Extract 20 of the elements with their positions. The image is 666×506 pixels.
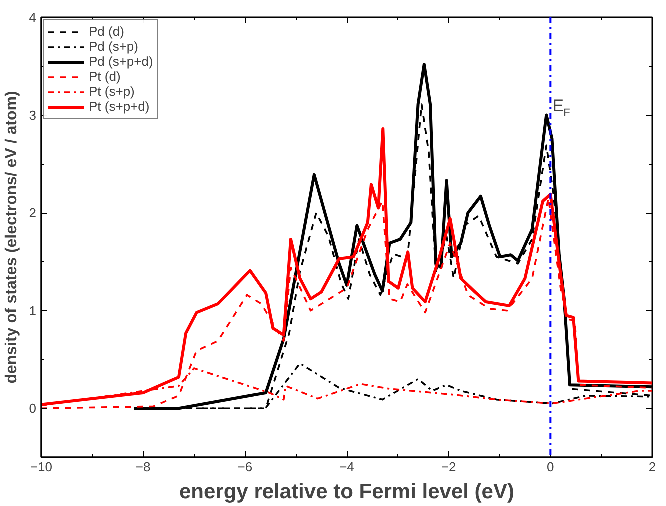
y-tick-label: 4 — [29, 10, 37, 25]
y-tick-label: 0 — [29, 401, 37, 416]
x-tick-label: −8 — [136, 460, 151, 474]
legend-label: Pd (s+p+d) — [89, 54, 154, 69]
y-axis-title: density of states (electrons/ eV / atom) — [3, 91, 20, 384]
legend-label: Pd (d) — [89, 24, 124, 39]
y-tick-label: 3 — [29, 108, 37, 123]
y-tick-label: 1 — [29, 303, 37, 318]
x-tick-label: 0 — [547, 460, 554, 474]
x-tick-label: −10 — [30, 460, 53, 474]
x-axis-title: energy relative to Fermi level (eV) — [180, 480, 514, 504]
legend-label: Pd (s+p) — [89, 39, 138, 54]
legend-label: Pt (d) — [89, 69, 121, 84]
x-tick-label: −4 — [340, 460, 354, 474]
x-tick-label: 2 — [648, 460, 656, 474]
x-tick-label: −2 — [441, 460, 456, 474]
legend-label: Pt (s+p+d) — [89, 99, 150, 114]
y-tick-label: 2 — [29, 206, 37, 221]
legend-label: Pt (s+p) — [89, 84, 135, 99]
x-tick-label: −6 — [238, 460, 253, 474]
